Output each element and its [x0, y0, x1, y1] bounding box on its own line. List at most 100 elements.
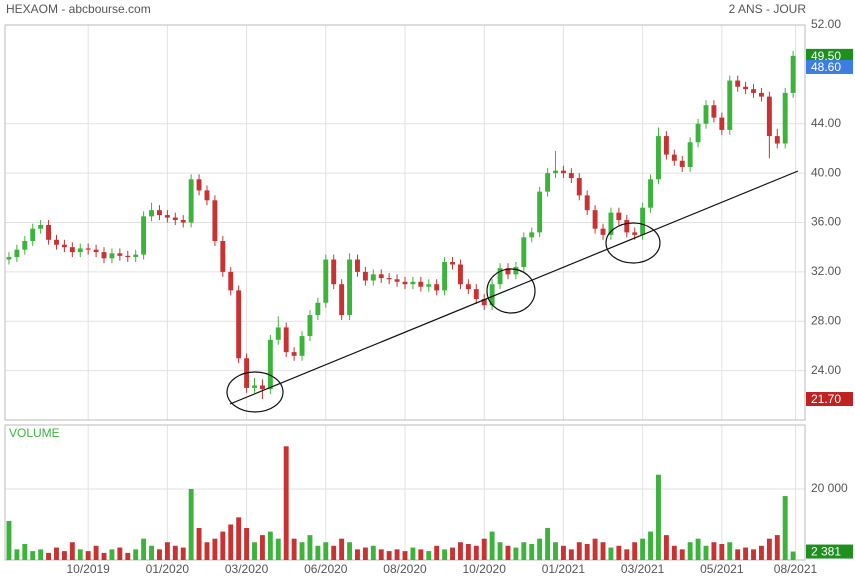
candle-body [402, 281, 408, 285]
candle-body [236, 290, 242, 359]
y-tick-label: 32.00 [811, 264, 841, 278]
volume-bar [782, 496, 788, 560]
candle-body [766, 96, 772, 137]
volume-bar [489, 531, 495, 560]
candle-body [252, 385, 257, 388]
candle-body [758, 92, 764, 97]
volume-bar [513, 547, 519, 560]
candle-body [22, 241, 28, 250]
candle-body [267, 339, 273, 390]
volume-bar [355, 549, 360, 560]
candle-body [632, 232, 638, 235]
volume-bar [537, 538, 543, 560]
volume-bar [347, 542, 353, 560]
badge-label: 2 381 [811, 545, 841, 559]
x-tick-label: 08/2020 [383, 562, 427, 576]
volume-bar [640, 538, 646, 560]
volume-bar [592, 538, 598, 560]
volume-bar [751, 549, 756, 560]
volume-bar [434, 545, 440, 560]
volume-bar [14, 549, 20, 560]
candle-body [782, 92, 788, 144]
volume-bar [743, 547, 749, 560]
candle-body [259, 385, 265, 390]
candle-body [505, 268, 511, 275]
volume-bar [236, 517, 242, 560]
badge-label: 21.70 [811, 392, 841, 406]
volume-bar [497, 542, 503, 560]
volume-bar [149, 545, 154, 560]
y-tick-label: 40.00 [811, 165, 841, 179]
candle-body [656, 136, 661, 180]
volume-bar [228, 524, 234, 560]
volume-bar [529, 544, 535, 560]
volume-bar [450, 547, 455, 560]
volume-bar [93, 545, 99, 560]
candle-body [465, 284, 471, 290]
volume-bar [204, 542, 210, 560]
candle-body [323, 259, 329, 303]
candle-body [553, 170, 558, 174]
volume-bar [386, 551, 392, 560]
volume-bar [521, 542, 527, 560]
candle-body [743, 86, 749, 90]
volume-bar [473, 545, 479, 560]
y-tick-label: 24.00 [811, 363, 841, 377]
volume-bar [370, 545, 376, 560]
trend-line [229, 170, 799, 405]
price-badge [806, 59, 853, 74]
volume-bar [46, 552, 52, 560]
candle-body [14, 249, 20, 258]
volume-bar [584, 544, 590, 560]
candle-body [101, 252, 107, 259]
volume-bar [275, 538, 281, 560]
volume-bar [465, 544, 471, 560]
volume-bar [774, 535, 780, 560]
candle-body [616, 212, 622, 221]
candle-body [687, 142, 693, 167]
volume-bar [283, 446, 289, 560]
candle-body [188, 179, 194, 223]
candle-body [275, 327, 281, 340]
candle-body [283, 327, 289, 353]
x-tick-label: 01/2021 [542, 562, 586, 576]
x-tick-label: 10/2020 [463, 562, 507, 576]
circle [226, 371, 284, 413]
volume-bar [481, 538, 487, 560]
candle-body [584, 195, 590, 211]
candle-body [640, 207, 646, 235]
x-tick-label: 08/2021 [774, 562, 818, 576]
volume-bar [315, 545, 321, 560]
volume-bar [85, 551, 91, 560]
candle-body [489, 284, 495, 306]
candle-body [434, 284, 440, 291]
volume-bar [568, 549, 574, 560]
volume-bar [418, 549, 424, 560]
candle-body [370, 274, 376, 281]
volume-bar [758, 545, 764, 560]
volume-bar [259, 535, 265, 560]
volume-bar [457, 542, 463, 560]
volume-bar [394, 549, 400, 560]
volume-bar [38, 549, 44, 560]
volume-bar [402, 551, 408, 560]
candle-body [61, 244, 67, 248]
candle-body [751, 89, 756, 93]
volume-bar [656, 474, 661, 560]
volume-bar [180, 547, 186, 560]
volume-bar [125, 552, 131, 560]
volume-bar [212, 538, 218, 560]
volume-bar [141, 538, 147, 560]
annotations [226, 170, 799, 413]
candle-body [117, 253, 123, 256]
candle-body [695, 123, 701, 143]
candle-body [54, 239, 59, 245]
candle-body [228, 271, 234, 291]
volume-bar [61, 551, 67, 560]
candle-body [204, 190, 210, 201]
candle-body [93, 249, 99, 253]
candle-body [133, 254, 139, 258]
candle-body [386, 278, 392, 280]
candle-body [703, 105, 709, 124]
volume-bar [307, 535, 313, 560]
